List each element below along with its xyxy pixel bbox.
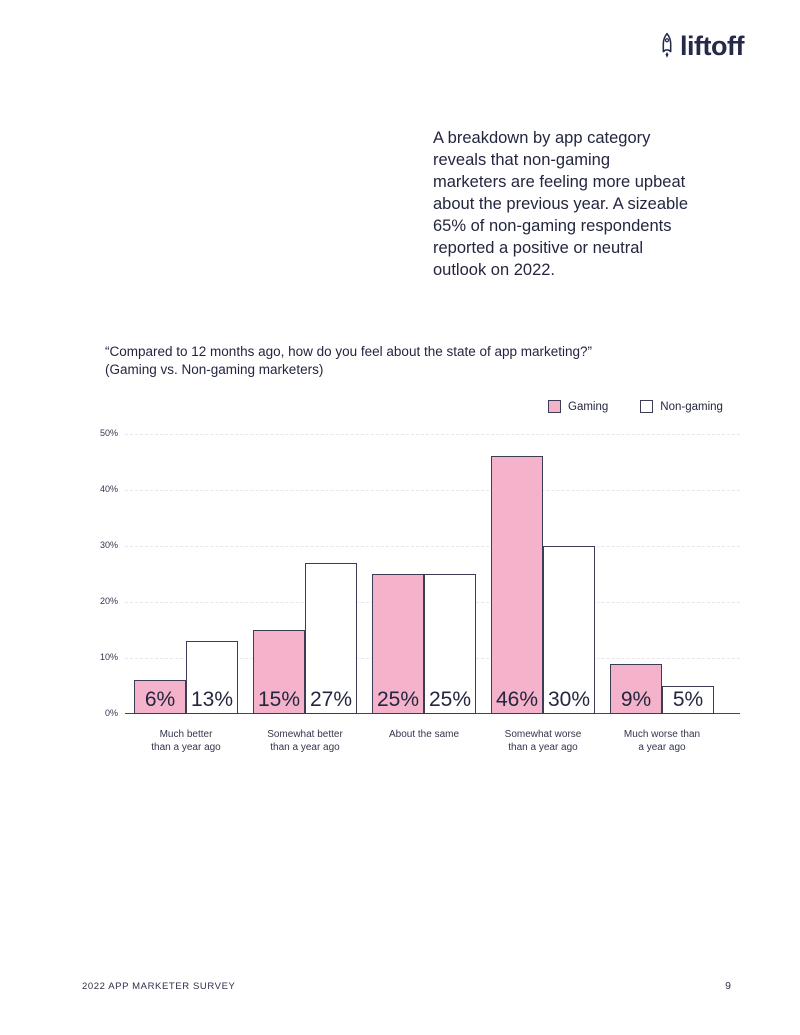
bar-value-label: 5% bbox=[672, 688, 704, 711]
bar-value-label: 13% bbox=[190, 688, 234, 711]
x-axis-label-4: Much worse than a year ago bbox=[623, 729, 701, 753]
page-number: 9 bbox=[725, 980, 731, 992]
y-axis-tick-20%: 20% bbox=[99, 596, 118, 606]
bar-value-label: 30% bbox=[547, 688, 591, 711]
logo-wordmark: liftoff bbox=[680, 30, 744, 61]
gaming-swatch-icon bbox=[548, 400, 561, 413]
gridline-40% bbox=[125, 490, 740, 491]
non-gaming-swatch-icon bbox=[640, 400, 654, 413]
legend-label-gaming: Gaming bbox=[568, 400, 609, 413]
y-axis-tick-50%: 50% bbox=[99, 428, 118, 438]
bar-value-label: 25% bbox=[376, 688, 420, 711]
x-axis-label-3: Somewhat worse than a year ago bbox=[504, 729, 582, 753]
bar-non-gaming-0: 13% bbox=[186, 641, 238, 714]
y-axis-tick-10%: 10% bbox=[99, 652, 118, 662]
rocket-icon bbox=[658, 31, 676, 61]
y-axis-tick-0%: 0% bbox=[104, 708, 118, 718]
x-axis-label-1: Somewhat better than a year ago bbox=[267, 729, 343, 753]
bar-non-gaming-1: 27% bbox=[305, 563, 357, 714]
y-axis-tick-30%: 30% bbox=[99, 540, 118, 550]
bar-gaming-0: 6% bbox=[134, 680, 186, 714]
chart-legend: Gaming Non-gaming bbox=[548, 400, 723, 413]
x-axis-label-0: Much better than a year ago bbox=[151, 729, 221, 753]
plot-area: 6% 13% 15% 27% 25% 25% 46% 30% 9% 5% bbox=[125, 434, 740, 714]
bar-value-label: 46% bbox=[495, 688, 539, 711]
y-axis-tick-40%: 40% bbox=[99, 484, 118, 494]
liftoff-logo: liftoff bbox=[658, 31, 744, 61]
bar-gaming-3: 46% bbox=[491, 456, 543, 714]
legend-item-non-gaming: Non-gaming bbox=[640, 400, 723, 413]
chart-title: “Compared to 12 months ago, how do you f… bbox=[105, 344, 593, 377]
legend-item-gaming: Gaming bbox=[548, 400, 608, 413]
bar-value-label: 9% bbox=[620, 688, 652, 711]
bar-value-label: 6% bbox=[144, 688, 176, 711]
legend-label-non-gaming: Non-gaming bbox=[660, 400, 723, 413]
x-axis-label-2: About the same bbox=[388, 729, 460, 740]
bar-value-label: 15% bbox=[257, 688, 301, 711]
bar-gaming-1: 15% bbox=[253, 630, 305, 714]
intro-paragraph: A breakdown by app category reveals that… bbox=[433, 129, 689, 279]
bar-value-label: 27% bbox=[309, 688, 353, 711]
bar-gaming-2: 25% bbox=[372, 574, 424, 714]
bar-non-gaming-2: 25% bbox=[424, 574, 476, 714]
bar-value-label: 25% bbox=[428, 688, 472, 711]
footer-report-title: 2022 APP MARKETER SURVEY bbox=[82, 981, 236, 992]
gridline-50% bbox=[125, 434, 740, 435]
bar-gaming-4: 9% bbox=[610, 664, 662, 714]
bar-non-gaming-4: 5% bbox=[662, 686, 714, 714]
bar-non-gaming-3: 30% bbox=[543, 546, 595, 714]
gridline-30% bbox=[125, 546, 740, 547]
